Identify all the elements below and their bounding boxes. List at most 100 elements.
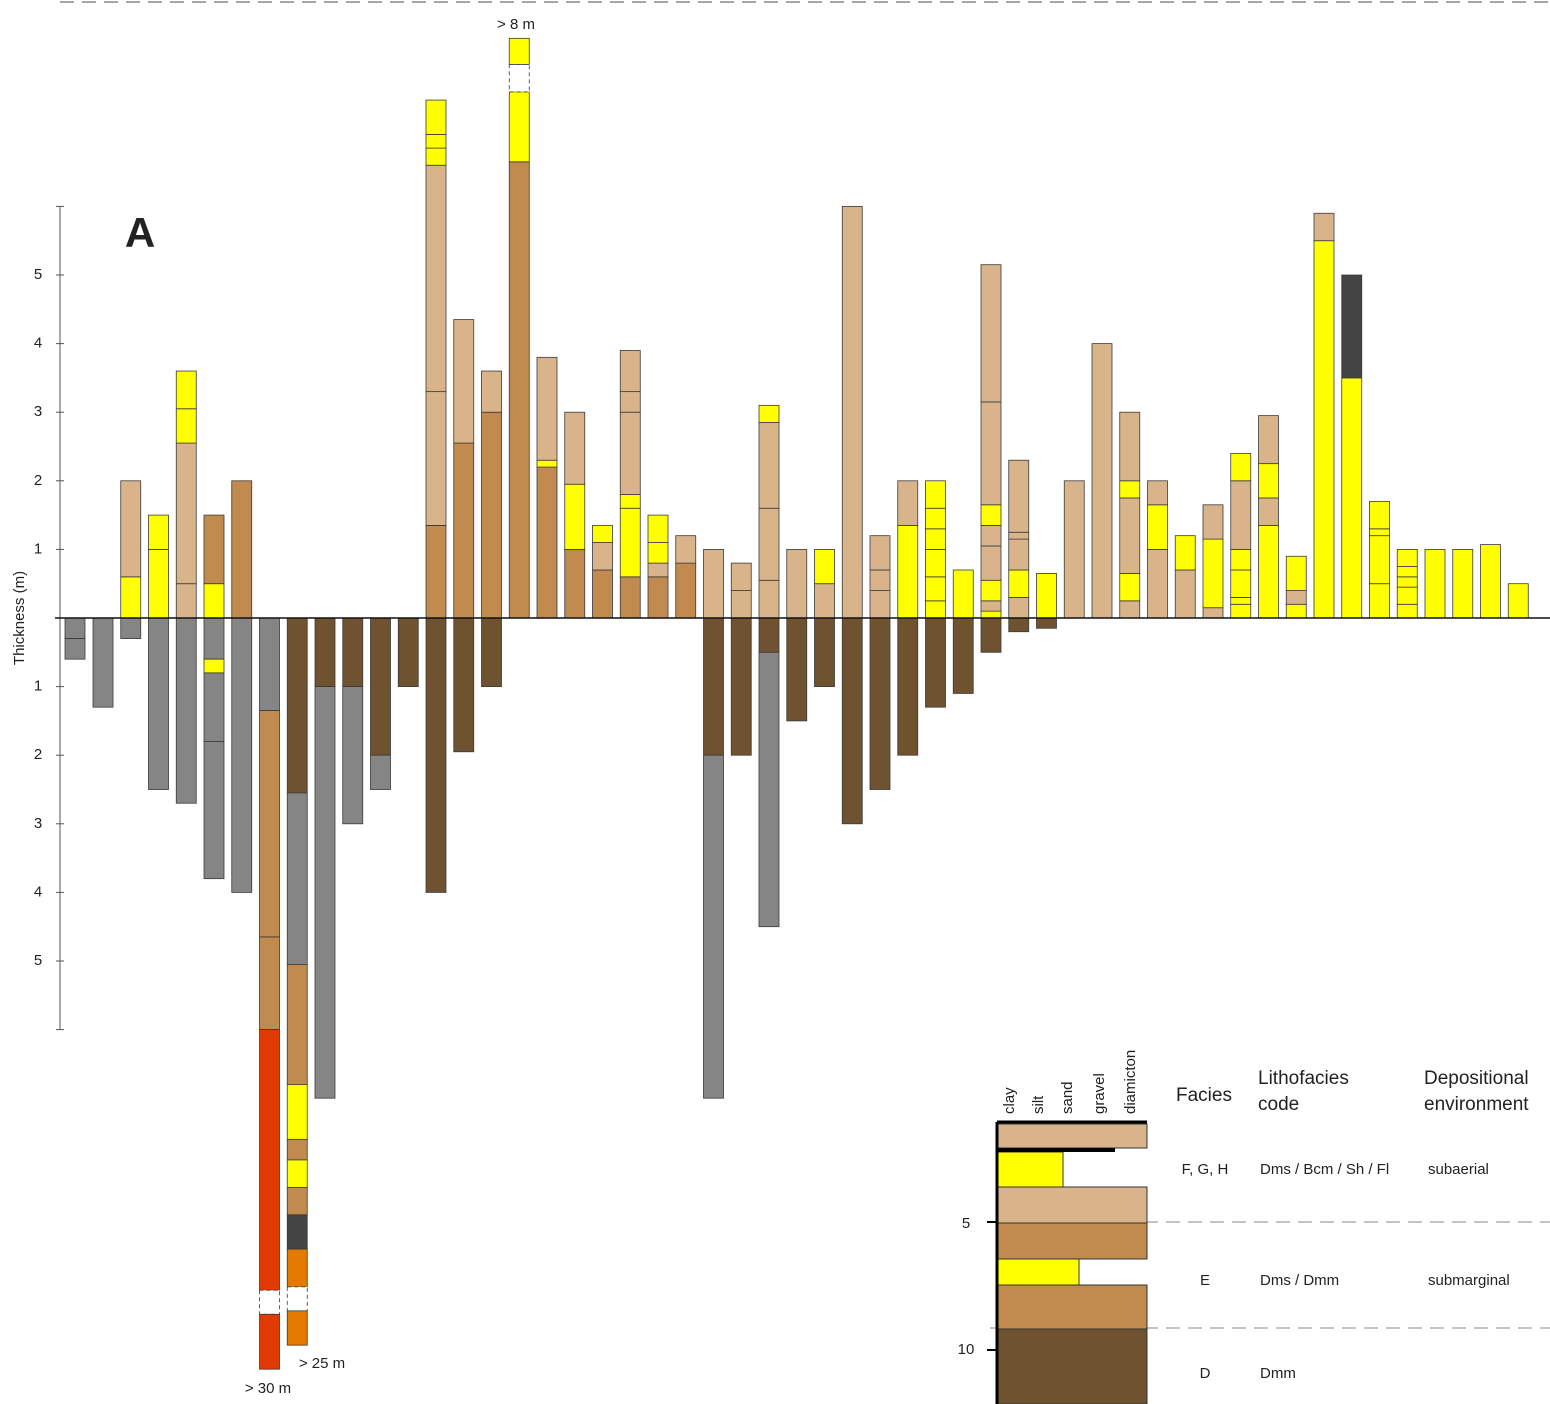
segment — [758, 422, 780, 509]
segment — [897, 524, 919, 619]
segment — [1008, 569, 1030, 598]
segment — [286, 1248, 308, 1288]
segment — [175, 583, 197, 619]
y-tick-label: 2 — [34, 746, 42, 763]
depth-label: 10 — [958, 1341, 975, 1358]
y-tick-label: 4 — [34, 335, 42, 352]
segment — [786, 617, 808, 722]
segment — [980, 610, 1002, 619]
segment — [425, 391, 447, 526]
segment — [425, 524, 447, 619]
segment — [1147, 480, 1168, 506]
segment — [175, 617, 197, 804]
segment — [286, 617, 308, 794]
header-text: Depositional environment — [1424, 1068, 1529, 1115]
segment — [1008, 538, 1030, 571]
segment — [980, 617, 1002, 653]
segment — [758, 617, 780, 653]
segment — [286, 1084, 308, 1140]
segment — [1258, 415, 1279, 465]
segment — [453, 442, 475, 619]
segment — [64, 617, 86, 639]
segment — [314, 617, 336, 687]
grain-size: silt — [1030, 1095, 1047, 1114]
facies: D — [1200, 1365, 1211, 1382]
segment — [453, 319, 475, 444]
segment — [1174, 569, 1196, 619]
segment — [203, 672, 225, 742]
segment — [1258, 524, 1279, 619]
segment — [203, 514, 225, 585]
y-tick-label: 3 — [34, 815, 42, 832]
segment — [897, 617, 919, 756]
segment — [758, 579, 780, 619]
segment — [481, 617, 502, 687]
segment — [1230, 549, 1252, 571]
y-tick-label: 5 — [34, 952, 42, 969]
y-tick-label: 1 — [34, 678, 42, 695]
segment — [425, 133, 447, 149]
segment — [175, 442, 197, 585]
segment — [703, 754, 724, 1099]
segment — [564, 411, 586, 485]
segment — [231, 617, 253, 893]
segment — [1230, 452, 1252, 482]
segment — [703, 617, 724, 756]
segment — [980, 524, 1002, 547]
segment — [92, 617, 114, 708]
segment — [370, 617, 391, 756]
segment — [1369, 583, 1390, 619]
segment — [1452, 549, 1474, 619]
segment — [647, 576, 669, 619]
segment — [1202, 538, 1224, 609]
segment — [925, 528, 946, 550]
segment — [980, 579, 1002, 602]
environment: submarginal — [1428, 1272, 1510, 1289]
segment — [203, 741, 225, 880]
segment — [1369, 500, 1390, 530]
segment — [841, 205, 863, 619]
segment — [481, 370, 502, 413]
segment — [675, 535, 697, 564]
grain-size: clay — [1001, 1087, 1018, 1114]
segment — [148, 617, 169, 790]
segment — [148, 549, 169, 619]
segment — [619, 576, 641, 619]
segment — [980, 264, 1002, 403]
segment — [925, 617, 946, 708]
segment — [1119, 600, 1141, 619]
segment — [1147, 549, 1168, 619]
segment — [259, 936, 280, 1030]
segment — [1285, 590, 1307, 605]
segment — [619, 391, 641, 413]
y-tick-label: 3 — [34, 403, 42, 420]
segment — [647, 514, 669, 543]
segment — [869, 535, 891, 571]
segment — [203, 583, 225, 619]
segment — [647, 542, 669, 564]
code: Dms / Dmm — [1260, 1272, 1339, 1289]
segment — [980, 600, 1002, 612]
segment — [259, 617, 280, 712]
log-bed — [996, 1123, 1148, 1149]
header: Facies — [1176, 1085, 1232, 1106]
segment — [286, 1186, 308, 1216]
segment — [786, 549, 808, 619]
log-key: 5 10 clay silt sand gravel diamicton Fac… — [958, 1050, 1550, 1404]
segment — [120, 480, 142, 578]
segment — [1174, 535, 1196, 571]
segment — [1396, 549, 1418, 567]
segment — [758, 507, 780, 581]
segment — [980, 545, 1002, 581]
segment — [592, 524, 613, 543]
segment — [148, 514, 169, 550]
segment — [1396, 576, 1418, 588]
segment — [1036, 573, 1057, 619]
segment — [980, 504, 1002, 526]
log-bed — [996, 1151, 1064, 1188]
segment — [1008, 597, 1030, 619]
segment — [592, 542, 613, 571]
segment — [286, 1214, 308, 1250]
code: Dmm — [1260, 1365, 1296, 1382]
